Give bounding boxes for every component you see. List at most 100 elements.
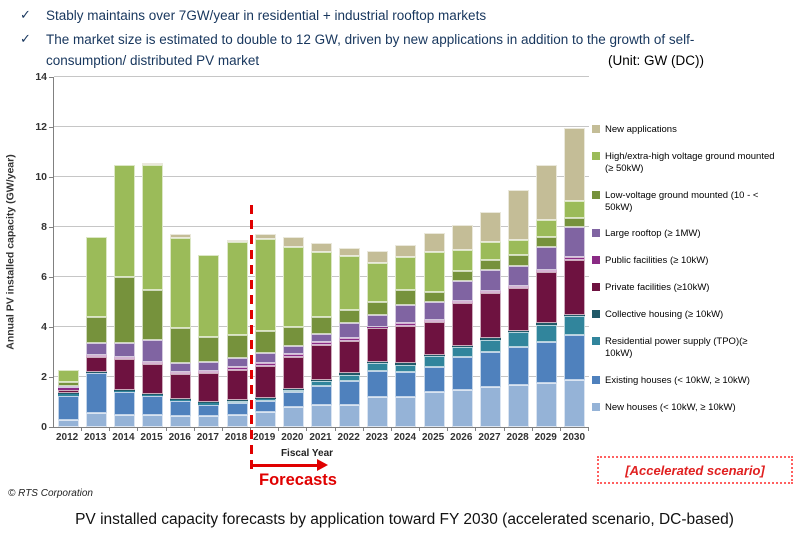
bar-segment: [170, 362, 192, 372]
x-tick-label: 2017: [196, 432, 219, 443]
bar-segment: [564, 379, 586, 427]
x-tick-label: 2027: [478, 432, 501, 443]
bar-segment: [508, 332, 530, 347]
bar-segment: [57, 419, 79, 427]
x-tick-mark: [419, 427, 421, 431]
y-tick-mark: [49, 77, 53, 78]
bar-segment: [282, 388, 304, 390]
bar-segment: [226, 239, 248, 242]
bar-segment: [142, 364, 164, 394]
bar-segment: [170, 399, 192, 401]
checkmark-icon: ✓: [20, 31, 31, 47]
bar-segment: [254, 412, 276, 427]
bar-segment: [536, 342, 558, 384]
legend-item: Low-voltage ground mounted (10 - < 50kW): [592, 190, 804, 214]
bar-segment: [451, 389, 473, 427]
bar-segment: [254, 352, 276, 363]
legend-swatch: [592, 256, 600, 265]
bar-segment: [451, 300, 473, 304]
legend-item: Private facilities (≥10kW): [592, 282, 804, 294]
x-tick-label: 2016: [168, 432, 191, 443]
bar-segment: [395, 364, 417, 372]
x-tick-mark: [588, 427, 589, 431]
bar-segment: [226, 414, 248, 427]
bar-segment: [198, 402, 220, 403]
bar-segment: [254, 233, 276, 239]
bar-segment: [479, 339, 501, 352]
bar-segment: [479, 352, 501, 387]
legend-swatch: [592, 125, 600, 133]
bar-segment: [311, 381, 332, 387]
bar-segment: [536, 383, 558, 427]
bar-segment: [85, 373, 107, 414]
forecast-boundary-line: [250, 205, 253, 473]
bar-segment: [423, 354, 445, 356]
bar-segment: [339, 373, 361, 375]
bar-segment: [536, 269, 558, 272]
y-tick-label: 8: [41, 221, 47, 233]
legend-label: Private facilities (≥10kW): [605, 282, 710, 294]
legend-label: Public facilities (≥ 10kW): [605, 255, 709, 267]
x-tick-label: 2014: [112, 432, 135, 443]
y-tick-label: 14: [35, 71, 47, 83]
bar-segment: [226, 400, 248, 404]
bar-segment: [254, 362, 276, 367]
bar-segment: [198, 404, 220, 416]
legend-label: Existing houses (< 10kW, ≥ 10kW): [605, 374, 750, 386]
legend-swatch: [592, 336, 600, 345]
bar-segment: [57, 388, 79, 390]
x-tick-mark: [278, 427, 280, 431]
bar-segment: [508, 384, 530, 427]
bar-segment: [367, 314, 389, 327]
bar-segment: [423, 367, 445, 392]
bar-segment: [479, 387, 501, 427]
bar-segment: [113, 165, 135, 277]
bar-segment: [395, 363, 417, 365]
x-tick-label: 2013: [84, 432, 107, 443]
bar-segment: [367, 328, 389, 362]
y-tick-mark: [49, 327, 53, 328]
x-tick-mark: [306, 427, 308, 431]
x-tick-label: 2024: [393, 432, 417, 443]
bar-segment: [142, 394, 164, 395]
bar-segment: [564, 314, 586, 316]
bar-segment: [170, 415, 192, 427]
bar-segment: [311, 380, 332, 382]
bar-segment: [479, 338, 501, 340]
bar-segment: [57, 369, 79, 382]
bar-segment: [198, 402, 220, 405]
x-tick-label: 2029: [534, 432, 557, 443]
bar-segment: [451, 280, 473, 301]
bar-segment: [395, 304, 417, 324]
bar-segment: [142, 165, 164, 291]
bar-segment: [564, 200, 586, 219]
bar-segment: [451, 249, 473, 271]
bar-segment: [451, 357, 473, 390]
bar-segment: [423, 302, 445, 320]
bar-segment: [395, 257, 417, 290]
legend-item: High/extra-high voltage ground mounted (…: [592, 151, 804, 175]
bar-segment: [423, 355, 445, 367]
bar-segment: [423, 322, 445, 355]
bar-segment: [226, 403, 248, 415]
x-tick-mark: [334, 427, 336, 431]
bar-segment: [57, 389, 79, 394]
bullet-2: ✓ The market size is estimated to double…: [20, 30, 790, 71]
legend-item: New applications: [592, 124, 804, 136]
bar-segment: [564, 227, 586, 257]
bar-segment: [395, 325, 417, 364]
bar-segment: [564, 218, 586, 227]
bar-segment: [423, 392, 445, 427]
bar-segment: [339, 323, 361, 339]
summary-bullets: ✓ Stably maintains over 7GW/year in resi…: [20, 6, 790, 75]
scenario-badge: [Accelerated scenario]: [597, 456, 793, 484]
bar-segment: [57, 382, 79, 386]
checkmark-icon: ✓: [20, 7, 31, 22]
chart-legend: New applications High/extra-high voltage …: [592, 124, 804, 428]
bar-segment: [254, 400, 276, 412]
plot-area: [53, 76, 589, 428]
y-tick-label: 4: [41, 321, 47, 333]
x-tick-mark: [221, 427, 223, 431]
legend-item: Collective housing (≥ 10kW): [592, 309, 804, 321]
